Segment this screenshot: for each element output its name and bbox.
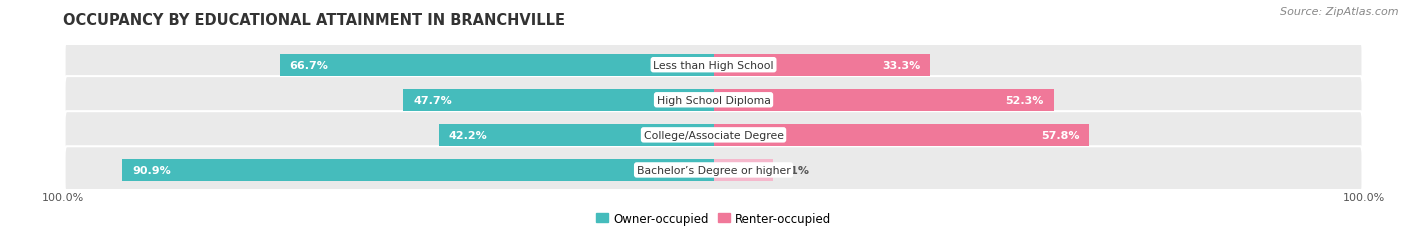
Text: High School Diploma: High School Diploma — [657, 95, 770, 105]
Bar — [713, 159, 773, 181]
Bar — [713, 55, 931, 76]
Text: 47.7%: 47.7% — [413, 95, 451, 105]
Text: 52.3%: 52.3% — [1005, 95, 1043, 105]
FancyBboxPatch shape — [65, 112, 1362, 159]
Text: 42.2%: 42.2% — [449, 130, 488, 140]
Text: College/Associate Degree: College/Associate Degree — [644, 130, 783, 140]
Text: Source: ZipAtlas.com: Source: ZipAtlas.com — [1281, 7, 1399, 17]
Text: 9.1%: 9.1% — [778, 165, 808, 175]
Legend: Owner-occupied, Renter-occupied: Owner-occupied, Renter-occupied — [592, 207, 835, 229]
FancyBboxPatch shape — [65, 42, 1362, 89]
Bar — [713, 125, 1090, 146]
Bar — [439, 125, 713, 146]
Text: 33.3%: 33.3% — [882, 61, 921, 70]
FancyBboxPatch shape — [65, 77, 1362, 124]
Text: 66.7%: 66.7% — [290, 61, 329, 70]
Text: 90.9%: 90.9% — [132, 165, 172, 175]
Text: OCCUPANCY BY EDUCATIONAL ATTAINMENT IN BRANCHVILLE: OCCUPANCY BY EDUCATIONAL ATTAINMENT IN B… — [63, 13, 565, 27]
FancyBboxPatch shape — [65, 147, 1362, 194]
Text: 57.8%: 57.8% — [1042, 130, 1080, 140]
Bar — [122, 159, 713, 181]
Text: Bachelor’s Degree or higher: Bachelor’s Degree or higher — [637, 165, 790, 175]
Bar — [404, 90, 713, 111]
Bar — [713, 90, 1053, 111]
Text: Less than High School: Less than High School — [654, 61, 773, 70]
Bar — [280, 55, 713, 76]
